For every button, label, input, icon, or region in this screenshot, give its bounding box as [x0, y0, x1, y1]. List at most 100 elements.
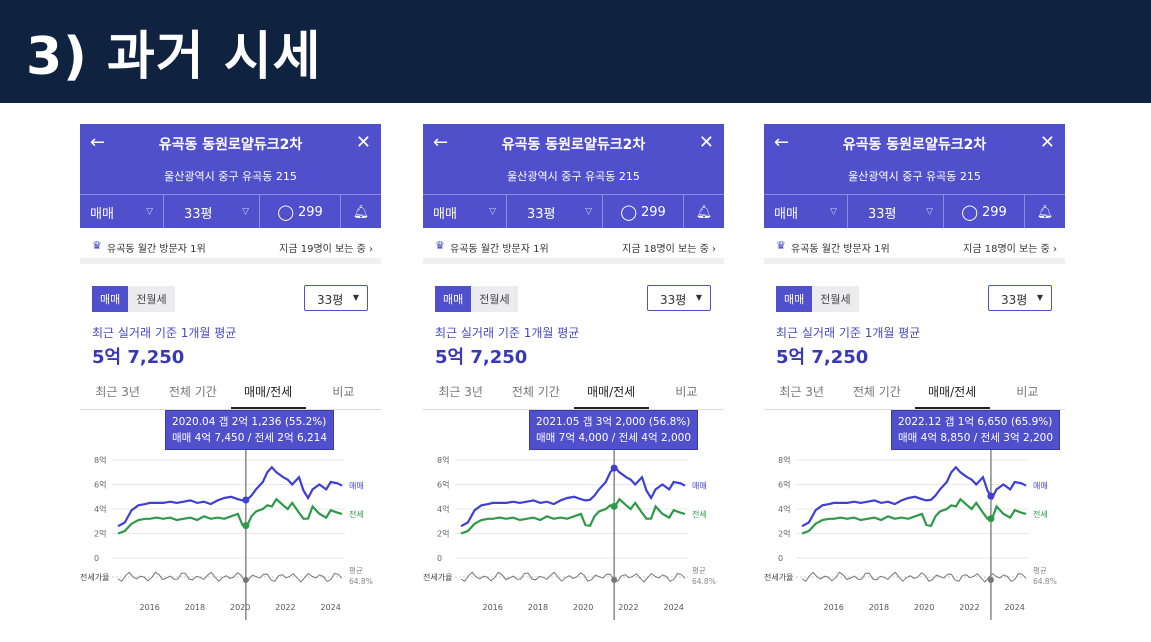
size-label: 33평 — [527, 206, 556, 222]
back-arrow-icon[interactable]: ← — [774, 132, 790, 153]
x-tick-label: 2018 — [869, 603, 889, 612]
ratio-avg-label: 평균 — [1033, 565, 1047, 575]
header-selectors: 매매 ▽ 33평 ▽ ◯ 299 🔔︎ — [764, 194, 1065, 229]
bell-icon: 🔔︎ — [352, 204, 370, 220]
tab-2[interactable]: 매매/전세 — [573, 378, 649, 409]
close-icon[interactable]: ✕ — [355, 132, 371, 153]
chevron-down-icon: ▽ — [926, 207, 933, 217]
x-tick-label: 2020 — [573, 603, 593, 612]
x-tick-label: 2020 — [230, 603, 250, 612]
jeonse-marker — [610, 502, 618, 510]
size-dropdown-label: 33평 — [317, 293, 344, 307]
x-tick-label: 2016 — [139, 603, 159, 612]
toggle-rent[interactable]: 전월세 — [128, 286, 175, 312]
trade-toggle: 매매 전월세 — [92, 286, 175, 312]
deal-type-label: 매매 — [774, 206, 798, 222]
jeonse-marker — [987, 515, 995, 523]
close-icon[interactable]: ✕ — [698, 132, 714, 153]
ratio-label: 전세가율 — [423, 572, 452, 582]
jeonse-marker — [242, 522, 250, 530]
tooltip-line-1: 2022.12 갭 1억 6,650 (65.9%) — [898, 416, 1053, 428]
series-label: 매매 — [692, 482, 707, 491]
address: 울산광역시 중구 유곡동 215 — [848, 170, 981, 183]
tab-1[interactable]: 전체 기간 — [511, 385, 560, 399]
deal-type-select[interactable]: 매매 ▽ — [80, 195, 164, 229]
ratio-marker — [242, 577, 249, 583]
tooltip-line-1: 2020.04 갭 2억 1,236 (55.2%) — [172, 416, 327, 428]
comment-bubble-icon: ◯ — [961, 203, 978, 221]
average-label: 최근 실거래 기준 1개월 평균 — [776, 326, 921, 340]
size-select[interactable]: 33평 ▽ — [848, 195, 944, 229]
ratio-marker — [987, 577, 994, 583]
y-tick-label: 0 — [437, 554, 442, 563]
visitor-notice: ♛ 유곡동 월간 방문자 1위 지금 18명이 보는 중 › — [764, 228, 1065, 264]
x-tick-label: 2024 — [1005, 603, 1025, 612]
header-selectors: 매매 ▽ 33평 ▽ ◯ 299 🔔︎ — [423, 194, 724, 229]
tab-1[interactable]: 전체 기간 — [852, 385, 901, 399]
bell-button[interactable]: 🔔︎ — [1025, 195, 1065, 229]
page-title: 3) 과거 시세 — [26, 27, 322, 87]
toggle-rent[interactable]: 전월세 — [471, 286, 518, 312]
toggle-sale[interactable]: 매매 — [776, 286, 813, 312]
comments-button[interactable]: ◯ 299 — [944, 195, 1025, 229]
x-tick-label: 2024 — [664, 603, 684, 612]
tab-3[interactable]: 비교 — [675, 385, 698, 399]
caret-down-icon: ▼ — [352, 293, 359, 302]
average-label: 최근 실거래 기준 1개월 평균 — [435, 326, 580, 340]
tab-1[interactable]: 전체 기간 — [168, 385, 217, 399]
chevron-down-icon: ▽ — [585, 207, 592, 217]
viewers-link[interactable]: 지금 18명이 보는 중 › — [963, 244, 1057, 255]
size-dropdown[interactable]: 33평 ▼ — [647, 285, 711, 311]
bell-button[interactable]: 🔔︎ — [684, 195, 724, 229]
deal-type-label: 매매 — [433, 206, 457, 222]
tab-0[interactable]: 최근 3년 — [438, 385, 483, 399]
comment-bubble-icon: ◯ — [620, 203, 637, 221]
size-select[interactable]: 33평 ▽ — [507, 195, 603, 229]
tab-2[interactable]: 매매/전세 — [914, 378, 990, 409]
period-tabs: 최근 3년 전체 기간 매매/전세 비교 — [423, 378, 724, 410]
toggle-sale[interactable]: 매매 — [435, 286, 472, 312]
tab-0[interactable]: 최근 3년 — [779, 385, 824, 399]
x-tick-label: 2024 — [321, 603, 341, 612]
series-label: 매매 — [1033, 482, 1048, 491]
header-bar: ← 유곡동 동원로얄듀크2차 ✕ 울산광역시 중구 유곡동 215 매매 ▽ 3… — [764, 124, 1065, 229]
chevron-down-icon: ▽ — [146, 207, 153, 217]
comments-button[interactable]: ◯ 299 — [260, 195, 341, 229]
comment-count: 299 — [640, 204, 666, 220]
x-tick-label: 2018 — [528, 603, 548, 612]
ratio-avg-value: 64.8% — [1033, 577, 1057, 586]
y-tick-label: 8억 — [437, 455, 449, 465]
tooltip-line-2: 매매 4억 7,450 / 전세 2억 6,214 — [172, 432, 328, 444]
period-tabs: 최근 3년 전체 기간 매매/전세 비교 — [764, 378, 1065, 410]
tab-0[interactable]: 최근 3년 — [95, 385, 140, 399]
deal-type-select[interactable]: 매매 ▽ — [423, 195, 507, 229]
size-select[interactable]: 33평 ▽ — [164, 195, 260, 229]
comment-count: 299 — [297, 204, 323, 220]
size-dropdown[interactable]: 33평 ▼ — [304, 285, 368, 311]
header-selectors: 매매 ▽ 33평 ▽ ◯ 299 🔔︎ — [80, 194, 381, 229]
series-label: 전세 — [1033, 509, 1048, 519]
back-arrow-icon[interactable]: ← — [433, 132, 449, 153]
toggle-sale[interactable]: 매매 — [92, 286, 129, 312]
tab-3[interactable]: 비교 — [1016, 385, 1039, 399]
deal-type-select[interactable]: 매매 ▽ — [764, 195, 848, 229]
toggle-rent[interactable]: 전월세 — [812, 286, 859, 312]
period-tabs: 최근 3년 전체 기간 매매/전세 비교 — [80, 378, 381, 410]
viewers-link[interactable]: 지금 19명이 보는 중 › — [279, 244, 373, 255]
rank-text: 유곡동 월간 방문자 1위 — [450, 244, 549, 255]
back-arrow-icon[interactable]: ← — [90, 132, 106, 153]
ratio-avg-value: 64.8% — [692, 577, 716, 586]
viewers-link[interactable]: 지금 18명이 보는 중 › — [622, 244, 716, 255]
comments-button[interactable]: ◯ 299 — [603, 195, 684, 229]
close-icon[interactable]: ✕ — [1039, 132, 1055, 153]
ratio-avg-label: 평균 — [349, 565, 363, 575]
sale-series-line — [460, 465, 686, 528]
ratio-label: 전세가율 — [80, 572, 109, 582]
y-tick-label: 0 — [778, 554, 783, 563]
tab-3[interactable]: 비교 — [332, 385, 355, 399]
tab-2[interactable]: 매매/전세 — [230, 378, 306, 409]
bell-button[interactable]: 🔔︎ — [341, 195, 381, 229]
x-tick-label: 2020 — [914, 603, 934, 612]
size-dropdown[interactable]: 33평 ▼ — [988, 285, 1052, 311]
